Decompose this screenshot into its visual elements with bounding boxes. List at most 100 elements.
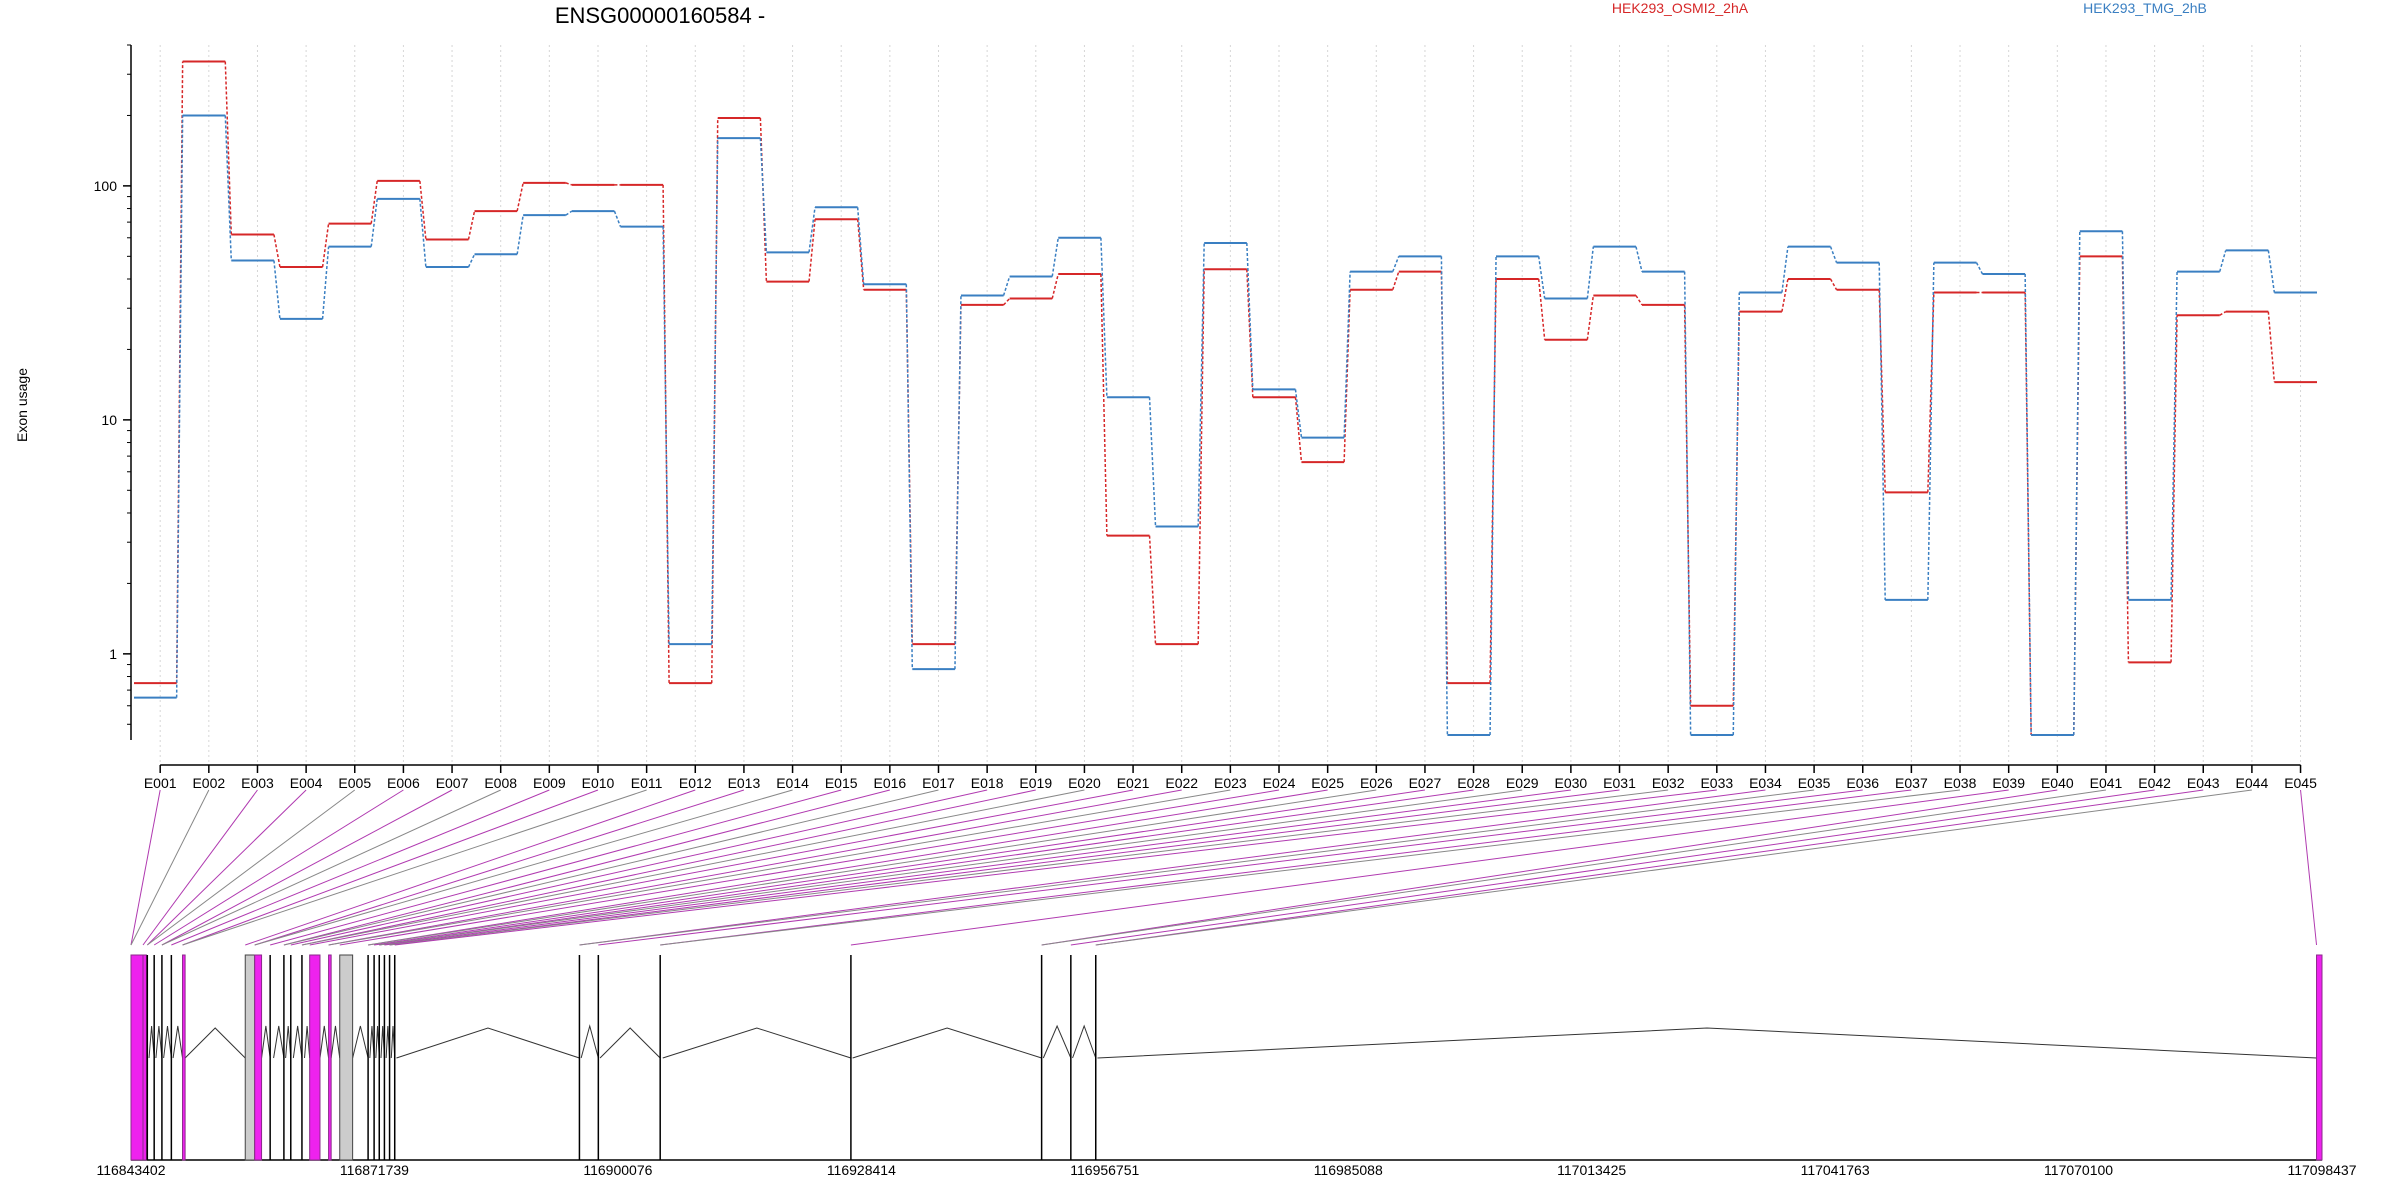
x-tick-label: E040 bbox=[2041, 775, 2074, 791]
series-connector bbox=[1586, 295, 1595, 340]
exon-box bbox=[254, 954, 263, 1161]
chart-title: ENSG00000160584 - bbox=[555, 3, 765, 28]
intron bbox=[580, 1024, 599, 1059]
intron bbox=[352, 1025, 369, 1059]
series-connector bbox=[1829, 246, 1838, 263]
series-connector bbox=[1002, 276, 1011, 296]
exon-connector bbox=[368, 789, 1377, 946]
x-tick-label: E008 bbox=[484, 775, 517, 791]
series-connector bbox=[419, 198, 427, 268]
exon-connector bbox=[660, 789, 1961, 946]
series-connector bbox=[2073, 231, 2081, 736]
series-connector bbox=[1100, 274, 1108, 536]
exon-connector bbox=[384, 789, 1571, 946]
x-tick-label: E020 bbox=[1068, 775, 1101, 791]
x-tick-label: E044 bbox=[2236, 775, 2269, 791]
series-connector bbox=[2170, 315, 2178, 663]
genomic-tick-label: 116871739 bbox=[340, 1162, 409, 1178]
x-tick-label: E001 bbox=[144, 775, 177, 791]
series-connector bbox=[2170, 271, 2178, 600]
grid-lines bbox=[159, 45, 2302, 765]
exon-connector bbox=[290, 789, 988, 946]
exon-box bbox=[309, 954, 321, 1161]
x-tick-label: E004 bbox=[290, 775, 323, 791]
series-connector bbox=[1829, 278, 1838, 291]
exon-connector bbox=[142, 789, 258, 946]
intron bbox=[148, 1025, 155, 1059]
series-connector bbox=[2024, 274, 2032, 736]
exon-connector bbox=[1070, 789, 2155, 946]
gene-model: 116843402 116871739 116900076 116928414 1169… bbox=[96, 954, 2357, 1178]
x-tick-label: E031 bbox=[1603, 775, 1636, 791]
x-tick-label: E028 bbox=[1457, 775, 1490, 791]
intron bbox=[599, 1027, 661, 1059]
x-tick-label: E012 bbox=[679, 775, 712, 791]
exon-connector bbox=[301, 789, 1085, 946]
intron bbox=[330, 1025, 341, 1059]
exon-connector bbox=[1095, 789, 2252, 946]
exon-connector bbox=[2300, 789, 2318, 946]
series-connector bbox=[2121, 231, 2130, 600]
x-tick-label: E041 bbox=[2090, 775, 2123, 791]
series-connector bbox=[1635, 295, 1643, 306]
exon-connector bbox=[379, 789, 1474, 946]
x-tick-label: E038 bbox=[1944, 775, 1977, 791]
x-tick-label: E002 bbox=[192, 775, 225, 791]
series-connector bbox=[1537, 256, 1546, 299]
x-tick-label: E032 bbox=[1652, 775, 1685, 791]
exon-connector bbox=[1095, 789, 2204, 946]
x-tick-label: E015 bbox=[825, 775, 858, 791]
series-connector bbox=[905, 284, 914, 670]
x-tick-label: E010 bbox=[582, 775, 615, 791]
exon-connector bbox=[389, 789, 1620, 946]
exon-connector bbox=[598, 789, 1863, 946]
exon-connector bbox=[254, 789, 793, 946]
exon-connector bbox=[374, 789, 1426, 946]
series-connector bbox=[565, 210, 573, 216]
axes: 1 10 100 E001 E002 E003 E004 E005 E006 E007 E008 E0… bbox=[94, 44, 2317, 791]
series-connector bbox=[2024, 292, 2032, 736]
exon-connector bbox=[182, 789, 599, 946]
series-connector bbox=[321, 246, 330, 319]
exon-connector bbox=[130, 789, 210, 946]
series-connector bbox=[1392, 271, 1400, 290]
exon-connector bbox=[379, 789, 1523, 946]
series-connector bbox=[516, 214, 524, 255]
x-tick-label: E011 bbox=[631, 775, 663, 791]
intron bbox=[163, 1025, 172, 1059]
exon-connector bbox=[328, 789, 1182, 946]
exon-connector bbox=[283, 789, 890, 946]
x-tick-label: E033 bbox=[1700, 775, 1733, 791]
series-connector bbox=[175, 115, 184, 698]
intron bbox=[184, 1027, 246, 1059]
x-tick-label: E018 bbox=[971, 775, 1004, 791]
exon-connector bbox=[130, 789, 161, 946]
genomic-tick-label: 116956751 bbox=[1070, 1162, 1139, 1178]
x-tick-label: E030 bbox=[1555, 775, 1588, 791]
series-connector bbox=[613, 210, 622, 227]
exon-connector bbox=[579, 789, 1766, 946]
series-connector bbox=[1100, 237, 1108, 398]
series-connector bbox=[1683, 304, 1692, 706]
legend-series-b: HEK293_TMG_2hB bbox=[2083, 0, 2207, 16]
x-tick-label: E006 bbox=[387, 775, 420, 791]
intron bbox=[261, 1025, 271, 1059]
series-connector bbox=[1197, 242, 1205, 527]
x-tick-label: E034 bbox=[1749, 775, 1782, 791]
series-connector bbox=[2267, 250, 2276, 293]
x-tick-label: E035 bbox=[1798, 775, 1831, 791]
exon-box bbox=[142, 954, 147, 1161]
x-tick-label: E042 bbox=[2138, 775, 2171, 791]
exon-connector bbox=[389, 789, 1669, 946]
exon-connector bbox=[161, 789, 501, 946]
series-a bbox=[134, 60, 2317, 736]
series-connector bbox=[710, 138, 719, 645]
series-connector bbox=[1440, 256, 1449, 736]
genomic-tick-label: 116843402 bbox=[96, 1162, 165, 1178]
x-tick-label: E039 bbox=[1992, 775, 2025, 791]
series-connector bbox=[954, 295, 962, 670]
exon-connector bbox=[850, 789, 2009, 946]
series-b bbox=[134, 114, 2317, 736]
x-tick-label: E036 bbox=[1846, 775, 1879, 791]
